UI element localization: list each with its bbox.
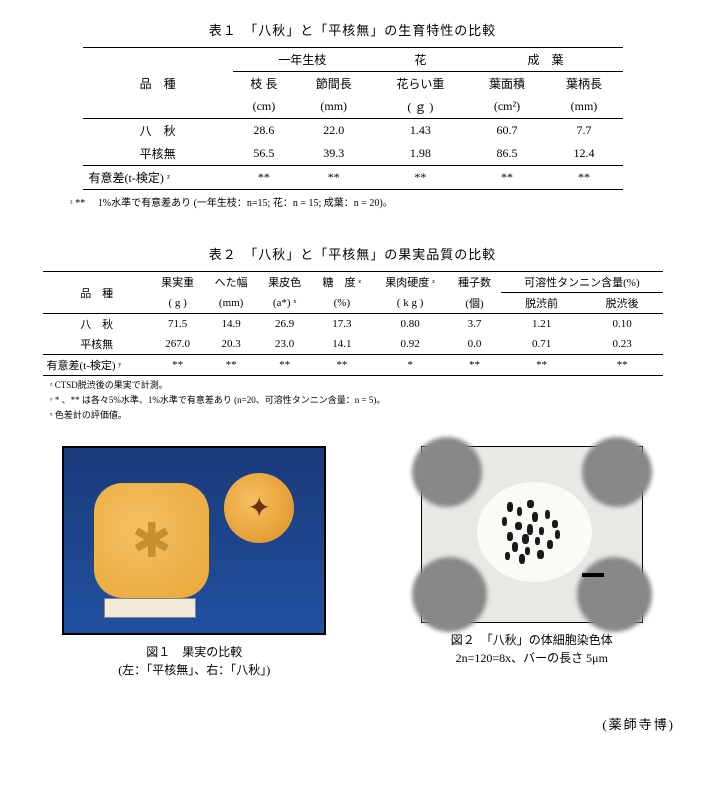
t2-cell: ** (204, 355, 258, 376)
table1: 品 種 一年生枝 花 成 葉 枝 長 節間長 花らい重 葉面積 葉柄長 (cm)… (83, 47, 623, 190)
t2-unit: (a*) ˣ (258, 293, 312, 314)
t1-group-hana: 花 (372, 48, 468, 72)
t2-row2-name: 平核無 (43, 334, 151, 355)
t2-col: 果皮色 (258, 272, 312, 293)
t2-unit: (個) (448, 293, 502, 314)
t2-row1-name: 八 秋 (43, 314, 151, 335)
t2-col-mae: 脱渋前 (501, 293, 582, 314)
t2-cell: 71.5 (151, 314, 205, 335)
t2-unit: (mm) (204, 293, 258, 314)
figure-1: 図１ 果実の比較 (左：「平核無」、右：「八秋」) (62, 446, 326, 679)
t2-fn1: ᶻ CTSD脱渋後の果実で計測。 (50, 378, 675, 391)
t2-cell: ** (582, 355, 663, 376)
t1-cell: ** (233, 166, 296, 190)
t2-cell: 23.0 (258, 334, 312, 355)
t1-cell: ** (545, 166, 622, 190)
t2-row3-name: 有意差(t-検定) ʸ (43, 355, 151, 376)
t1-cell: 1.98 (372, 142, 468, 166)
t2-cell: 0.23 (582, 334, 663, 355)
t2-cell: 17.3 (311, 314, 372, 335)
t1-cell: 7.7 (545, 119, 622, 143)
t1-cell: ** (468, 166, 545, 190)
fig1-caption-2: (左：「平核無」、右：「八秋」) (62, 661, 326, 679)
table2: 品 種 果実重 へた幅 果皮色 糖 度 ᶻ 果肉硬度 ᶻ 種子数 可溶性タンニン… (43, 271, 663, 376)
t2-cell: ** (258, 355, 312, 376)
t2-cell: 0.0 (448, 334, 502, 355)
scale-bar-icon (582, 573, 604, 577)
t2-col: へた幅 (204, 272, 258, 293)
t2-cell: ** (311, 355, 372, 376)
t1-footnote: ᶻ ** 1%水準で有意差あり (一年生枝：n=15; 花：n = 15; 成葉… (70, 194, 675, 209)
t1-col-setsukan: 節間長 (295, 72, 372, 96)
t1-row2-name: 平核無 (83, 142, 233, 166)
t1-cell: 1.43 (372, 119, 468, 143)
t2-col: 糖 度 ᶻ (311, 272, 372, 293)
t1-row3-name: 有意差(t-検定) ᶻ (83, 166, 233, 190)
fruit-hasshuu-icon (224, 473, 294, 543)
t2-unit: (%) (311, 293, 372, 314)
t2-col-hinshu: 品 種 (43, 272, 151, 314)
t2-fn3: ˣ 色差計の評価値。 (50, 408, 675, 421)
t2-cell: 1.21 (501, 314, 582, 335)
t1-col-edanaga: 枝 長 (233, 72, 296, 96)
t2-unit: ( k g ) (372, 293, 447, 314)
t1-cell: 12.4 (545, 142, 622, 166)
t2-cell: 267.0 (151, 334, 205, 355)
t1-col-youmenseki: 葉面積 (468, 72, 545, 96)
t1-cell: 60.7 (468, 119, 545, 143)
t1-col-hinshu: 品 種 (83, 48, 233, 119)
t1-unit-mm2: (mm) (545, 95, 622, 119)
chromosome-photo (421, 446, 643, 623)
t1-unit-g: ( ｇ ) (372, 95, 468, 119)
t1-cell: 28.6 (233, 119, 296, 143)
fruit-hiratanenashi-icon (94, 483, 209, 598)
t2-cell: 26.9 (258, 314, 312, 335)
fig1-caption-1: 図１ 果実の比較 (62, 643, 326, 661)
t1-col-youheicho: 葉柄長 (545, 72, 622, 96)
t1-unit-mm: (mm) (295, 95, 372, 119)
t2-cell: ** (448, 355, 502, 376)
t1-unit-cm: (cm) (233, 95, 296, 119)
t1-unit-cm2: (cm²) (468, 95, 545, 119)
t2-cell: 14.1 (311, 334, 372, 355)
t1-cell: 86.5 (468, 142, 545, 166)
t2-col-ato: 脱渋後 (582, 293, 663, 314)
fig2-caption-2: 2n=120=8x、バーの長さ 5μm (421, 649, 643, 667)
t1-cell: ** (372, 166, 468, 190)
t1-cell: 39.3 (295, 142, 372, 166)
t1-group-ichinen: 一年生枝 (233, 48, 373, 72)
t1-row1-name: 八 秋 (83, 119, 233, 143)
t1-cell: 56.5 (233, 142, 296, 166)
t2-cell: 20.3 (204, 334, 258, 355)
t2-cell: 0.71 (501, 334, 582, 355)
t2-unit: ( g ) (151, 293, 205, 314)
fig2-caption-1: 図２ 「八秋」の体細胞染色体 (421, 631, 643, 649)
table1-title: 表１ 「八秋」と「平核無」の生育特性の比較 (30, 20, 675, 39)
ruler-icon (104, 598, 196, 618)
t1-cell: 22.0 (295, 119, 372, 143)
t2-cell: 14.9 (204, 314, 258, 335)
t2-cell: ** (501, 355, 582, 376)
t2-col: 果実重 (151, 272, 205, 293)
author: (薬師寺博) (30, 714, 675, 733)
table2-title: 表２ 「八秋」と「平核無」の果実品質の比較 (30, 244, 675, 263)
t2-cell: 0.80 (372, 314, 447, 335)
t2-cell: * (372, 355, 447, 376)
t2-cell: 3.7 (448, 314, 502, 335)
t2-cell: ** (151, 355, 205, 376)
t2-col: 果肉硬度 ᶻ (372, 272, 447, 293)
t2-col: 種子数 (448, 272, 502, 293)
t2-fn2: ʸ * 、** は各々5%水準、1%水準で有意差あり (n=20、可溶性タンニン… (50, 393, 675, 406)
t2-cell: 0.92 (372, 334, 447, 355)
fruit-photo (62, 446, 326, 635)
t2-cell: 0.10 (582, 314, 663, 335)
t1-col-hanarai: 花らい重 (372, 72, 468, 96)
t1-group-seiyou: 成 葉 (468, 48, 622, 72)
t1-cell: ** (295, 166, 372, 190)
t2-col-tannin: 可溶性タンニン含量(%) (501, 272, 662, 293)
figure-2: 図２ 「八秋」の体細胞染色体 2n=120=8x、バーの長さ 5μm (421, 446, 643, 679)
